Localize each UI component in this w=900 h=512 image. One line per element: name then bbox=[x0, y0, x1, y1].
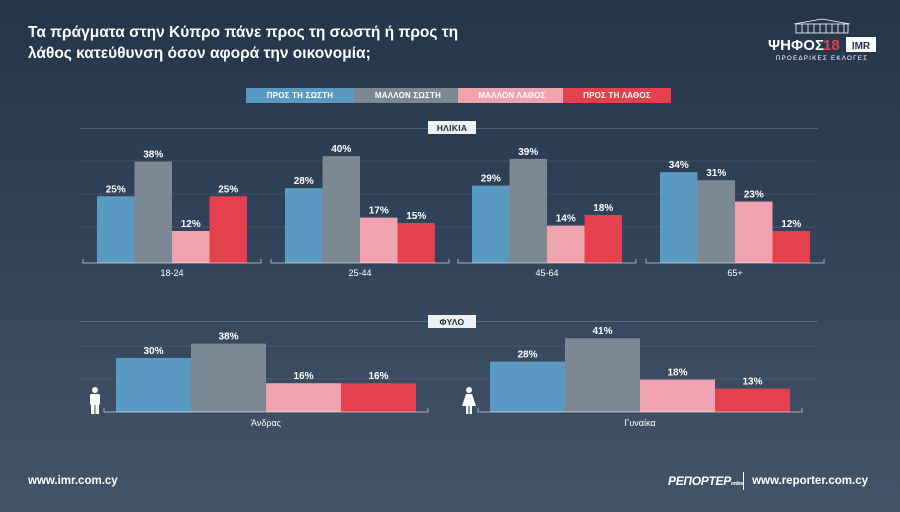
building-icon bbox=[793, 18, 851, 34]
logo-badge: IMR bbox=[852, 41, 871, 52]
legend-item-pros-ti-sosti: ΠΡΟΣ ΤΗ ΣΩΣΤΗ bbox=[246, 88, 354, 103]
bar bbox=[660, 172, 698, 263]
bar-value-label: 15% bbox=[406, 211, 426, 222]
category-axis-bracket bbox=[645, 259, 825, 264]
bar-value-label: 12% bbox=[181, 219, 201, 230]
bar bbox=[285, 188, 323, 263]
bar bbox=[360, 217, 398, 263]
category-axis-bracket bbox=[103, 408, 429, 413]
legend: ΠΡΟΣ ΤΗ ΣΩΣΤΗ ΜΑΛΛΟΝ ΣΩΣΤΗ ΜΑΛΛΟΝ ΛΑΘΟΣ … bbox=[0, 88, 900, 104]
category-label: 25-44 bbox=[348, 268, 371, 278]
bar-value-label: 40% bbox=[331, 144, 351, 155]
gender-section-label: ΦΥΛΟ bbox=[428, 315, 476, 328]
bar-value-label: 28% bbox=[517, 350, 537, 361]
bar-value-label: 25% bbox=[106, 184, 126, 195]
logo-year: 18 bbox=[823, 37, 840, 54]
bar-value-label: 38% bbox=[143, 150, 163, 161]
bar-value-label: 30% bbox=[143, 346, 163, 357]
bar bbox=[322, 156, 360, 263]
female-person-icon bbox=[462, 387, 476, 414]
gender-chart: 30% 38% 16% 16% Άνδρας 28% 41% 18% 13% Γυναίκα bbox=[80, 326, 818, 428]
bar bbox=[490, 361, 565, 412]
bar-value-label: 31% bbox=[706, 168, 726, 179]
bar-value-label: 23% bbox=[744, 190, 764, 201]
category-axis-bracket bbox=[457, 259, 637, 264]
footer-reporter-url[interactable]: www.reporter.com.cy bbox=[752, 475, 868, 487]
psifos18-imr-logo: ΨΗΦΟΣ 18 IMR ΠΡΟΕΔΡΙΚΕΣ ΕΚΛΟΓΕΣ bbox=[766, 18, 878, 64]
age-chart: 25% 38% 12% 25% 18-24 28% 40% 17% 15% 25-44 29% 39%… bbox=[80, 144, 825, 278]
category-label: Γυναίκα bbox=[624, 418, 655, 428]
bar bbox=[735, 201, 773, 263]
bar-value-label: 18% bbox=[667, 368, 687, 379]
bar-value-label: 14% bbox=[556, 214, 576, 225]
bar bbox=[266, 383, 341, 412]
bar bbox=[191, 343, 266, 412]
category-label: 45-64 bbox=[535, 268, 558, 278]
category-label: 65+ bbox=[727, 268, 742, 278]
bar bbox=[715, 388, 790, 412]
footer-separator bbox=[743, 472, 744, 490]
bar bbox=[172, 230, 210, 263]
bar-value-label: 28% bbox=[294, 176, 314, 187]
bar bbox=[584, 214, 622, 263]
bar bbox=[397, 222, 435, 263]
bar bbox=[209, 196, 247, 263]
footer-imr-url[interactable]: www.imr.com.cy bbox=[28, 475, 118, 487]
category-label: Άνδρας bbox=[251, 418, 282, 428]
bar-value-label: 17% bbox=[369, 206, 389, 217]
bar bbox=[509, 158, 547, 263]
category-label: 18-24 bbox=[160, 268, 183, 278]
bar bbox=[341, 383, 416, 412]
footer-reporter-logo: ΡΕΠΟΡΤΕΡonline bbox=[668, 474, 744, 488]
bar bbox=[772, 230, 810, 263]
bar-value-label: 25% bbox=[218, 184, 238, 195]
bar-value-label: 39% bbox=[518, 147, 538, 158]
bar bbox=[134, 161, 172, 263]
bar-value-label: 29% bbox=[481, 174, 501, 185]
bar bbox=[640, 379, 715, 412]
page-title: Τα πράγματα στην Κύπρο πάνε προς τη σωστ… bbox=[28, 24, 459, 62]
bar bbox=[565, 338, 640, 412]
legend-item-mallon-lathos: ΜΑΛΛΟΝ ΛΑΘΟΣ bbox=[458, 88, 566, 103]
legend-item-mallon-sosti: ΜΑΛΛΟΝ ΣΩΣΤΗ bbox=[354, 88, 462, 103]
bar-value-label: 38% bbox=[218, 332, 238, 343]
bar bbox=[116, 358, 191, 412]
bar bbox=[547, 225, 585, 263]
bar-value-label: 16% bbox=[368, 371, 388, 382]
logo-subtitle: ΠΡΟΕΔΡΙΚΕΣ ΕΚΛΟΓΕΣ bbox=[776, 55, 869, 62]
bar-value-label: 41% bbox=[592, 326, 612, 337]
bar bbox=[472, 185, 510, 263]
category-axis-bracket bbox=[270, 259, 450, 264]
legend-item-pros-ti-lathos: ΠΡΟΣ ΤΗ ΛΑΘΟΣ bbox=[563, 88, 671, 103]
bar-value-label: 34% bbox=[669, 160, 689, 171]
bar-value-label: 18% bbox=[593, 203, 613, 214]
bar-value-label: 16% bbox=[293, 371, 313, 382]
bar bbox=[97, 196, 135, 263]
bar-value-label: 12% bbox=[781, 219, 801, 230]
male-person-icon bbox=[90, 387, 100, 414]
logo-main: ΨΗΦΟΣ bbox=[768, 37, 824, 54]
category-axis-bracket bbox=[477, 408, 803, 413]
category-axis-bracket bbox=[82, 259, 262, 264]
bar-value-label: 13% bbox=[742, 377, 762, 388]
age-section-label: ΗΛΙΚΙΑ bbox=[428, 121, 476, 134]
bar bbox=[697, 180, 735, 263]
